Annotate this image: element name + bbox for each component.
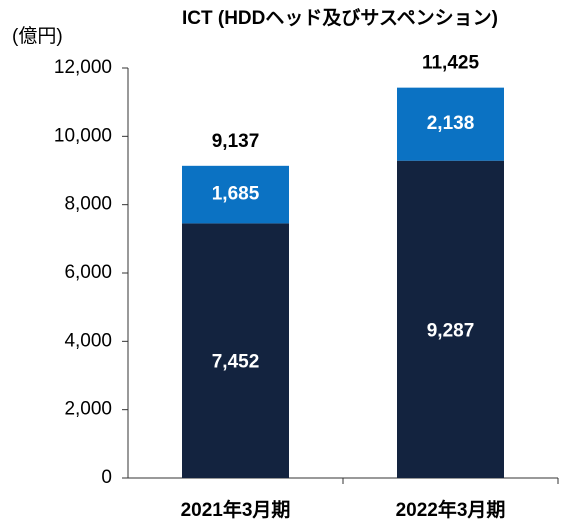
bar-segment [397,160,504,479]
y-tick-label: 4,000 [64,330,112,351]
total-label: 11,425 [422,53,479,74]
data-label: 7,452 [212,352,260,373]
y-tick-label: 6,000 [64,262,112,283]
data-label: 1,685 [212,184,260,205]
data-label: 2,138 [427,113,475,134]
chart-title: ICT (HDDヘッド及びサスペンション) [182,7,498,29]
bar-segment [397,87,504,161]
y-tick-label: 2,000 [64,399,112,420]
y-axis-label: (億円) [12,25,63,47]
x-tick-label: 2022年3月期 [396,498,506,521]
x-tick-label: 2021年3月期 [181,498,291,521]
total-label: 9,137 [212,131,260,152]
y-tick-label: 12,000 [54,57,112,78]
y-tick-label: 10,000 [54,125,112,146]
bar-segment [182,165,289,224]
data-label: 9,287 [427,320,475,341]
y-tick-label: 0 [101,467,112,488]
bar-segment [182,223,289,478]
y-tick-label: 8,000 [64,194,112,215]
